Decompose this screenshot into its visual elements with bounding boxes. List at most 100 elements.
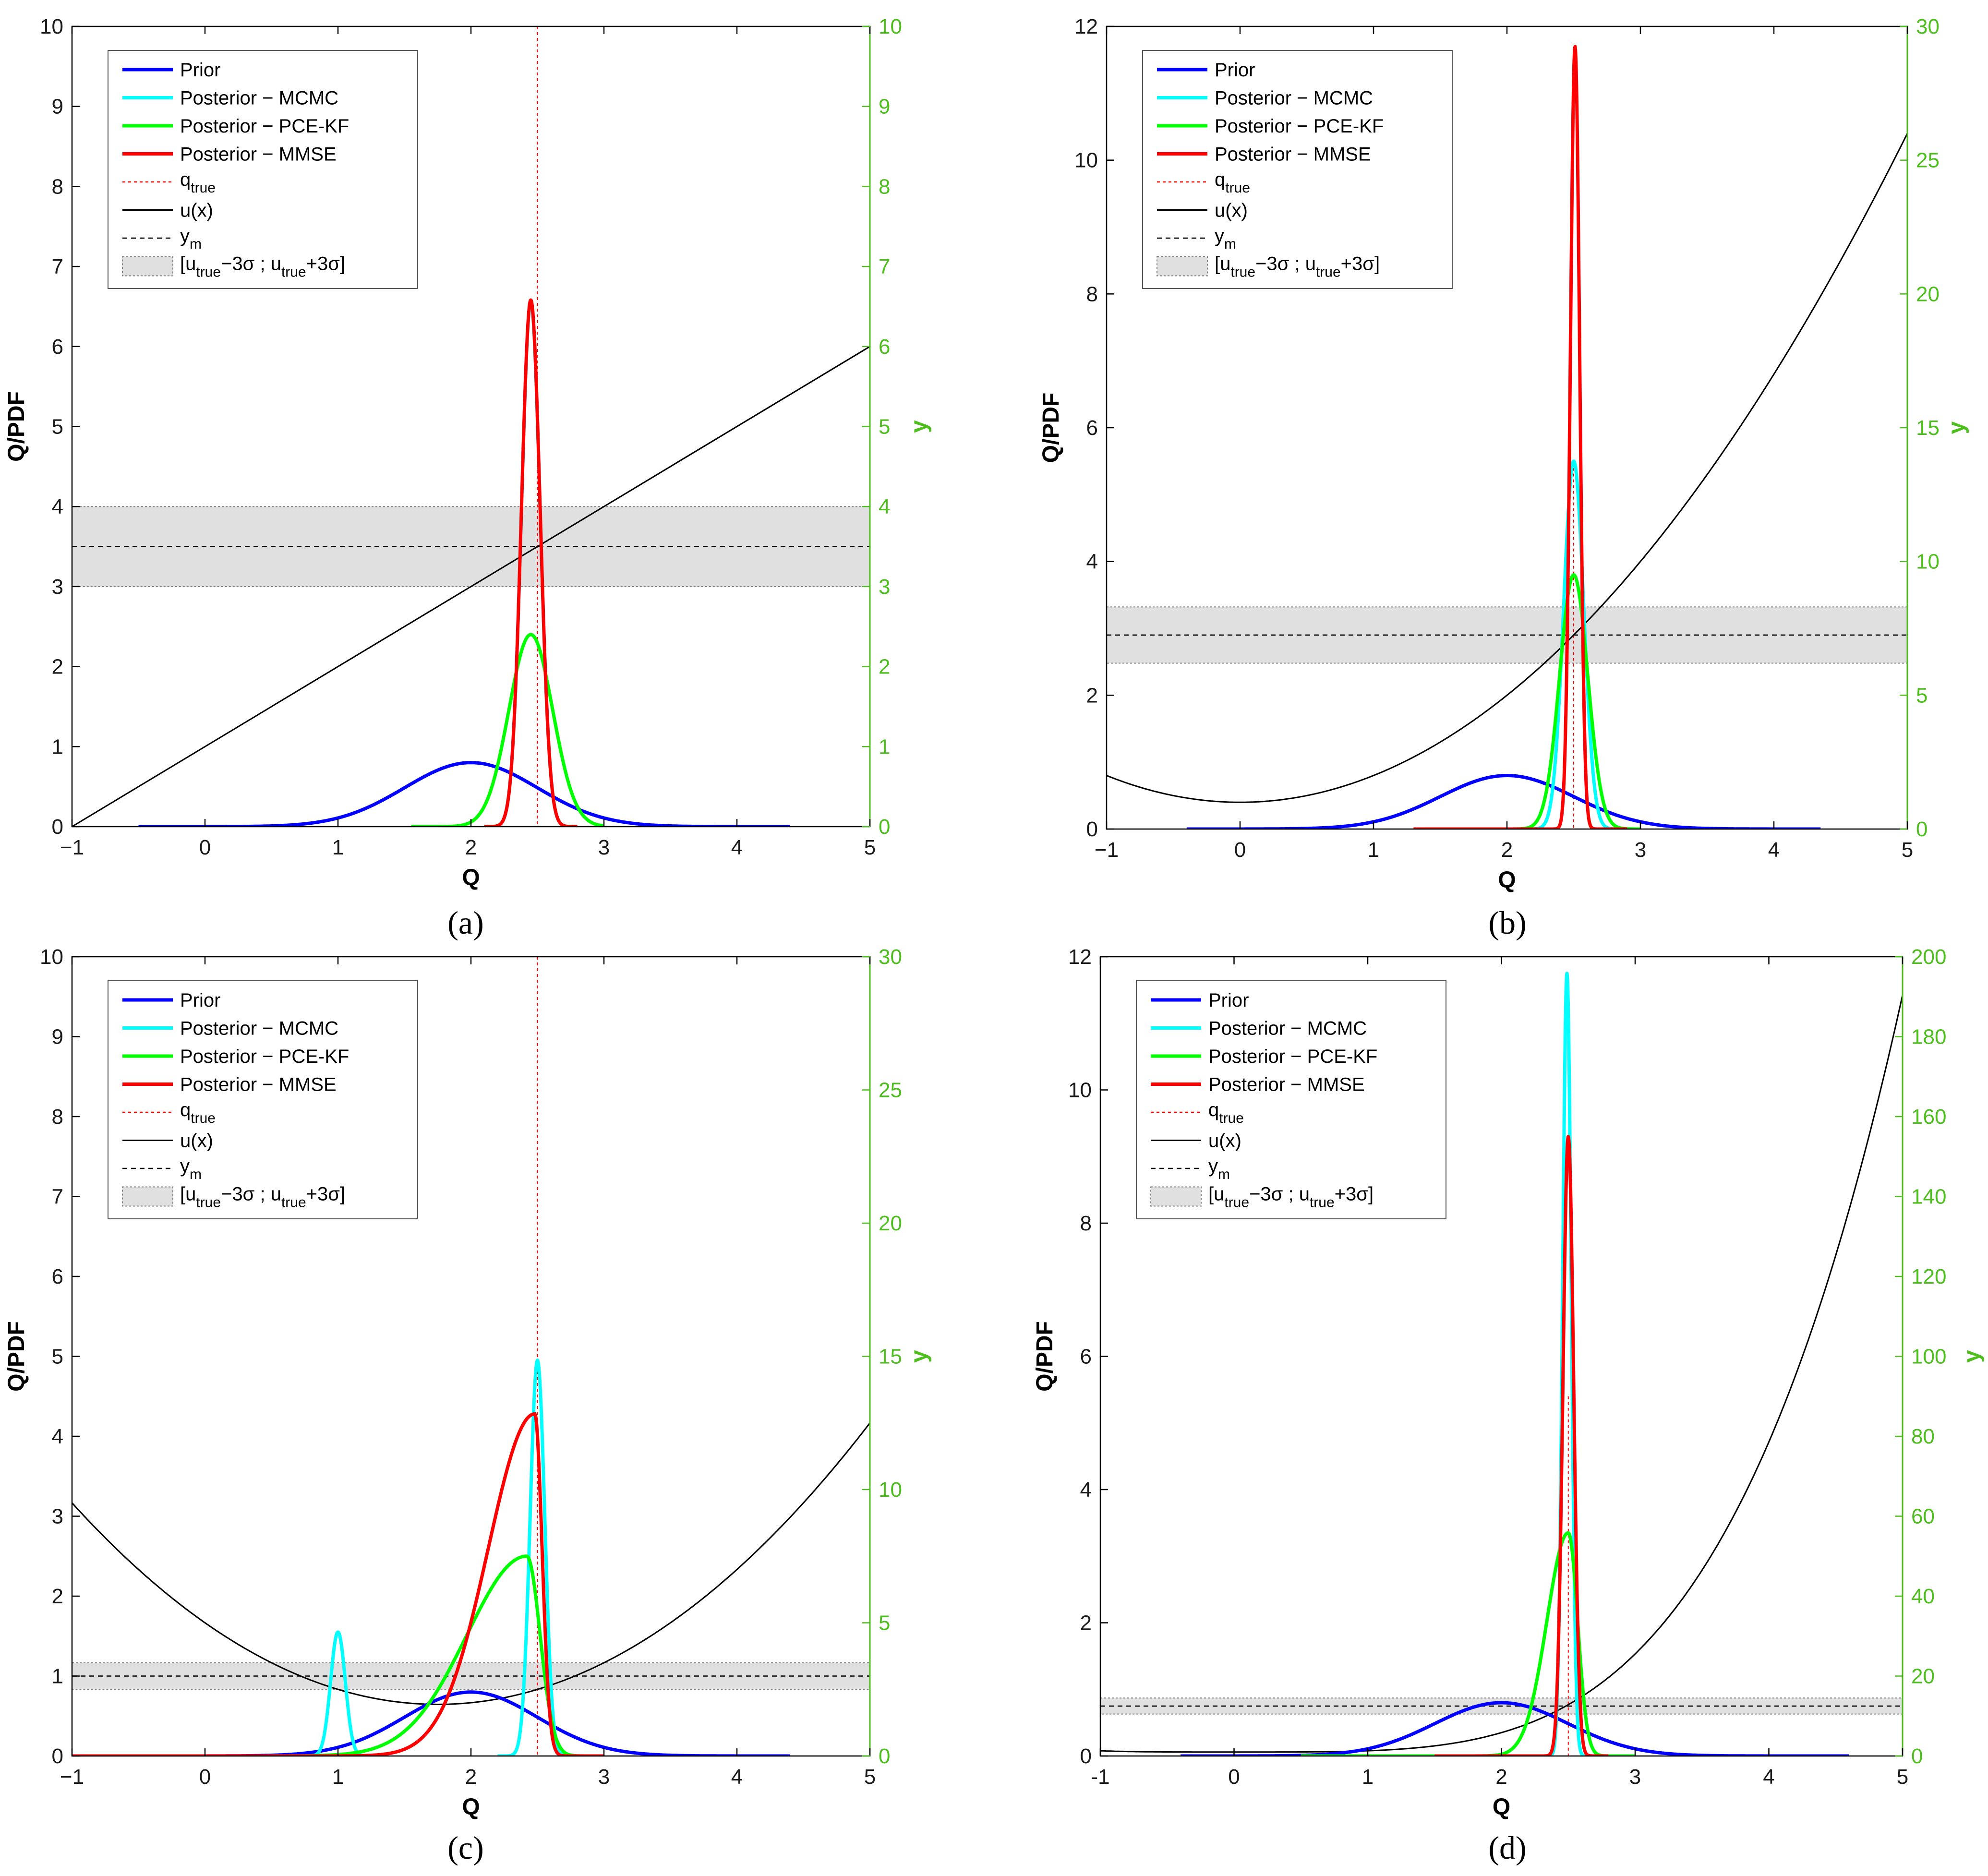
y-left-tick-label: 12: [1068, 945, 1092, 969]
x-tick-label: 1: [332, 836, 344, 859]
legend-label-prior: Prior: [1215, 60, 1255, 81]
legend-label-qtrue: qtrue: [1215, 169, 1250, 196]
x-tick-label: −1: [60, 836, 84, 859]
legend-band-part: [u: [1208, 1184, 1224, 1205]
legend-label-band: [utrue−3σ ; utrue+3σ]: [180, 1184, 345, 1211]
y-right-tick-label: 10: [879, 1478, 902, 1502]
y-right-tick-label: 15: [879, 1345, 902, 1369]
y-right-tick-label: 0: [1916, 818, 1928, 841]
legend: Prior Posterior − MCMC Posterior − PCE-KF P…: [1142, 50, 1453, 289]
legend-qtrue-sub: true: [1219, 1110, 1244, 1126]
legend-label-ux: u(x): [180, 1130, 213, 1152]
mmse-density-curve: [1433, 1135, 1610, 1756]
x-tick-label: 4: [1768, 838, 1780, 862]
legend-band-part: true: [1230, 265, 1255, 280]
legend-label-mcmc: Posterior − MCMC: [1215, 88, 1373, 109]
x-tick-label: 3: [1635, 838, 1646, 862]
legend-label-pcekf: Posterior − PCE-KF: [1215, 116, 1384, 137]
legend-band-part: +3σ]: [306, 253, 345, 275]
legend-qtrue-sub: true: [191, 180, 216, 196]
legend-band-part: [u: [1215, 253, 1230, 275]
y-right-tick-label: 4: [879, 495, 890, 518]
legend-label-prior: Prior: [1208, 990, 1249, 1011]
y-left-tick-label: 10: [1074, 149, 1098, 172]
y-left-tick-label: 6: [1080, 1345, 1092, 1369]
y-right-tick-label: 80: [1911, 1425, 1935, 1448]
y-right-tick-label: 20: [1916, 282, 1940, 306]
ux-curve: [1107, 133, 1907, 803]
legend-ym-base: y: [180, 1155, 190, 1177]
y-left-tick-label: 2: [1080, 1611, 1092, 1635]
y-left-tick-label: 4: [1080, 1478, 1092, 1502]
legend-box: [108, 50, 418, 289]
y-right-tick-label: 1: [879, 735, 890, 758]
y-right-tick-label: 20: [879, 1212, 902, 1235]
y-left-tick-label: 2: [52, 1585, 63, 1608]
legend: Prior Posterior − MCMC Posterior − PCE-KF P…: [108, 980, 418, 1219]
x-tick-label: 0: [199, 836, 211, 859]
legend-band-part: [u: [180, 253, 196, 275]
y-right-tick-label: 15: [1916, 416, 1940, 440]
y-right-axis-label: y: [906, 420, 932, 433]
y-right-tick-label: 140: [1911, 1185, 1946, 1209]
legend-band-part: −3σ ; u: [1249, 1184, 1310, 1205]
y-left-axis-label: Q/PDF: [4, 391, 29, 462]
y-right-tick-label: 2: [879, 655, 890, 679]
y-left-tick-label: 3: [52, 1505, 63, 1528]
y-left-tick-label: 0: [52, 1744, 63, 1768]
legend-band-part: +3σ]: [1341, 253, 1380, 275]
y-left-tick-label: 5: [52, 415, 63, 439]
y-right-tick-label: 8: [879, 175, 890, 198]
x-tick-label: −1: [1095, 838, 1119, 862]
y-right-tick-label: 0: [879, 815, 890, 839]
y-left-tick-label: 4: [52, 1425, 63, 1448]
y-right-tick-label: 200: [1911, 945, 1946, 969]
legend-box: [1136, 980, 1446, 1219]
panel-caption: (a): [447, 904, 483, 941]
legend-band-part: −3σ ; u: [221, 253, 281, 275]
prior-density-curve: [1186, 774, 1821, 829]
legend-band-part: true: [1316, 265, 1341, 280]
y-left-tick-label: 5: [52, 1345, 63, 1369]
plot-area: [1107, 45, 1907, 829]
x-tick-label: 5: [1902, 838, 1913, 862]
y-left-axis-label: Q/PDF: [4, 1321, 29, 1392]
y-left-tick-label: 0: [1086, 818, 1098, 841]
y-right-tick-label: 0: [879, 1744, 890, 1768]
panel-d: -1 0 1 2 3 4 502468101202040608010012014016018…: [1032, 945, 1985, 1866]
y-right-tick-label: 160: [1911, 1105, 1946, 1129]
y-left-tick-label: 4: [1086, 550, 1098, 574]
y-left-tick-label: 3: [52, 575, 63, 599]
legend-ym-sub: m: [190, 1166, 202, 1182]
legend-label-prior: Prior: [180, 990, 220, 1011]
legend-qtrue-sub: true: [1225, 180, 1250, 196]
legend-qtrue-base: q: [1208, 1099, 1219, 1120]
legend-band-part: −3σ ; u: [1255, 253, 1316, 275]
y-left-tick-label: 8: [1080, 1212, 1092, 1235]
legend-label-mmse: Posterior − MMSE: [1208, 1074, 1365, 1095]
legend-label-ux: u(x): [180, 200, 213, 221]
legend-band-part: true: [1224, 1195, 1249, 1211]
y-right-axis-label: y: [1959, 1350, 1985, 1363]
y-left-tick-label: 12: [1074, 15, 1098, 38]
mcmc-density-curve: [1527, 972, 1610, 1756]
y-right-tick-label: 40: [1911, 1585, 1935, 1608]
legend-label-mmse: Posterior − MMSE: [1215, 144, 1371, 165]
y-left-tick-label: 1: [52, 1665, 63, 1688]
legend-box: [1142, 50, 1453, 289]
y-left-tick-label: 10: [40, 945, 63, 969]
legend-box: [108, 980, 418, 1219]
y-left-tick-label: 6: [1086, 416, 1098, 440]
x-tick-label: 0: [1234, 838, 1246, 862]
legend-label-band: [utrue−3σ ; utrue+3σ]: [1215, 253, 1380, 280]
y-right-tick-label: 180: [1911, 1025, 1946, 1049]
legend-label-band: [utrue−3σ ; utrue+3σ]: [180, 253, 345, 280]
x-tick-label: 0: [199, 1765, 211, 1789]
legend-ym-base: y: [180, 225, 190, 246]
y-right-tick-label: 5: [879, 1611, 890, 1635]
legend-label-qtrue: qtrue: [1208, 1099, 1244, 1126]
y-right-tick-label: 6: [879, 335, 890, 359]
legend-qtrue-sub: true: [191, 1110, 216, 1126]
